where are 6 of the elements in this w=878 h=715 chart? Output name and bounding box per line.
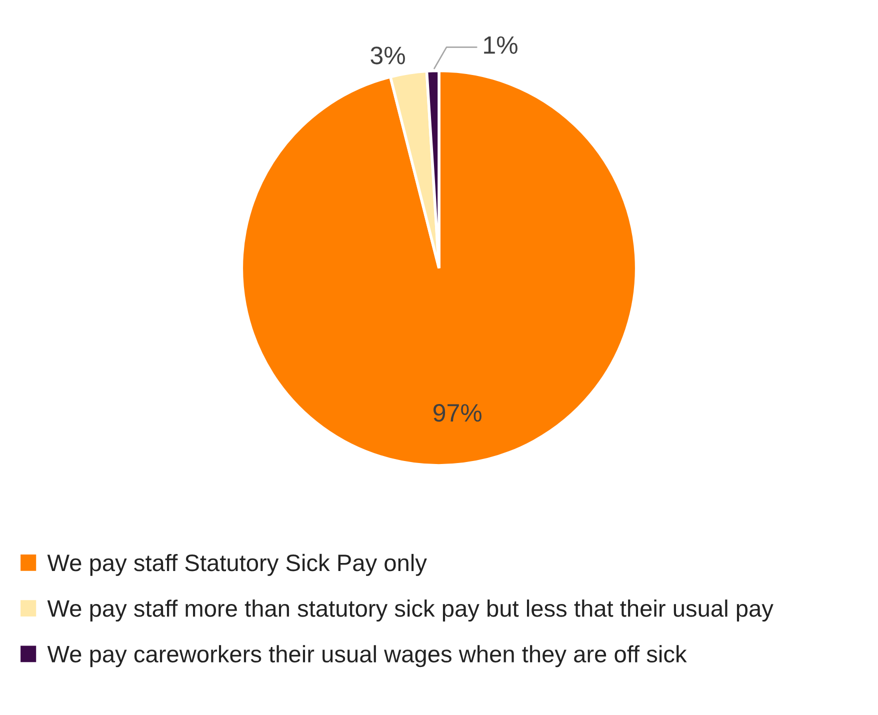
legend-label: We pay staff Statutory Sick Pay only [47, 554, 427, 576]
legend-label: We pay careworkers their usual wages when they are off sick [47, 645, 687, 668]
data-label: 97% [434, 404, 482, 422]
legend-label: We pay staff more than statutory sick pay but less that their usual pay [47, 600, 774, 622]
data-label: 1% [484, 36, 518, 54]
data-label: 3% [370, 46, 405, 64]
